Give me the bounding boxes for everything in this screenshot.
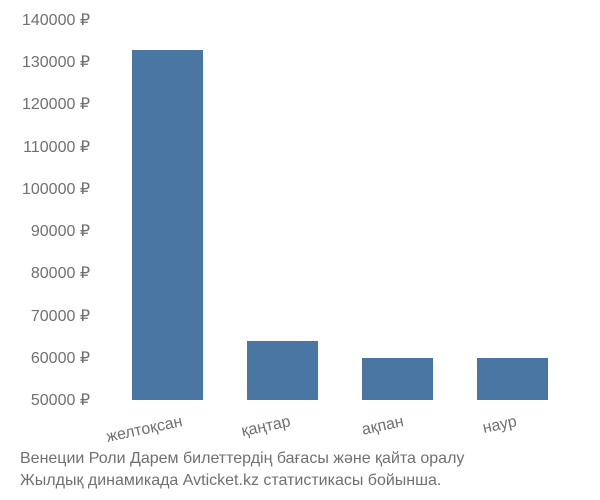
caption-line1: Венеции Роли Дарем билеттердің бағасы жә… [20, 448, 464, 470]
y-tick-label: 100000 ₽ [22, 179, 90, 199]
y-tick-label: 130000 ₽ [22, 52, 90, 72]
y-tick-label: 110000 ₽ [23, 137, 90, 157]
bar [247, 341, 318, 400]
y-tick-label: 140000 ₽ [22, 10, 90, 30]
chart-container: 50000 ₽ 60000 ₽ 70000 ₽ 80000 ₽ 90000 ₽ 10000… [0, 0, 600, 500]
y-tick-label: 70000 ₽ [31, 306, 90, 326]
bar [132, 50, 203, 400]
y-tick-label: 60000 ₽ [31, 348, 90, 368]
y-tick-label: 80000 ₽ [31, 263, 90, 283]
chart-caption: Венеции Роли Дарем билеттердің бағасы жә… [20, 448, 464, 493]
bar [477, 358, 548, 400]
y-tick-label: 120000 ₽ [22, 94, 90, 114]
y-tick-label: 90000 ₽ [31, 221, 90, 241]
bars-area [110, 20, 570, 400]
y-axis: 50000 ₽60000 ₽70000 ₽80000 ₽90000 ₽10000… [0, 20, 100, 400]
bar [362, 358, 433, 400]
plot-area [110, 20, 570, 400]
caption-line2: Жылдық динамикада Avticket.kz статистика… [20, 470, 464, 492]
y-tick-label: 50000 ₽ [31, 390, 90, 410]
